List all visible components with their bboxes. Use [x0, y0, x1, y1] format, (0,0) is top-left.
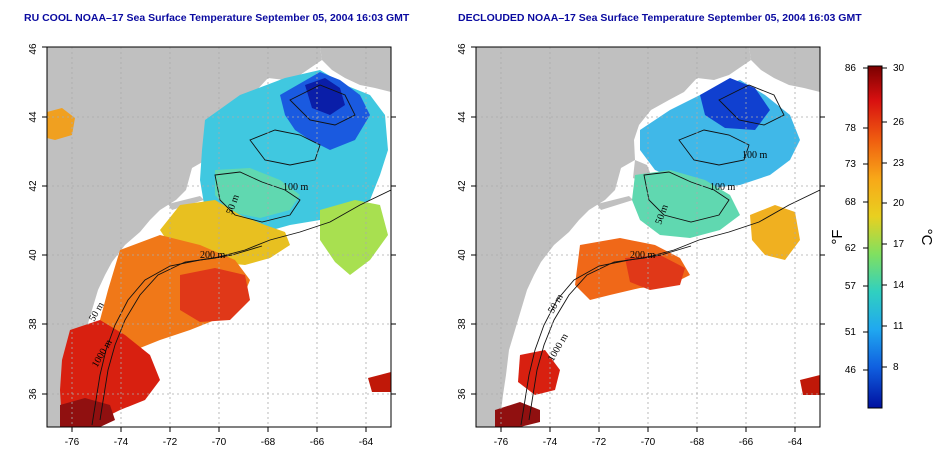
fahrenheit-tick: 57 — [845, 281, 857, 292]
celsius-unit-label: °C — [918, 229, 935, 246]
left-lon-tick: -74 — [114, 437, 129, 448]
left-lon-tick: -68 — [261, 437, 276, 448]
celsius-tick: 17 — [893, 239, 905, 250]
left-lat-tick-labels: 36 38 40 42 44 46 — [28, 43, 39, 400]
colorbar-gradient — [867, 65, 883, 409]
left-lat-tick: 42 — [28, 180, 39, 192]
right-lat-tick: 36 — [457, 388, 468, 400]
left-lon-tick: -76 — [65, 437, 80, 448]
fahrenheit-tick: 73 — [845, 159, 857, 170]
celsius-tick: 8 — [893, 362, 899, 373]
fahrenheit-tick: 62 — [845, 243, 857, 254]
right-axis-ticks — [471, 46, 825, 432]
left-sst-gulf-stream-dark — [60, 398, 115, 427]
right-lon-tick: -64 — [788, 437, 803, 448]
left-lon-tick: -64 — [359, 437, 374, 448]
right-contour-label-100m-east: 100 m — [742, 150, 768, 161]
celsius-tick-labels: 30 26 23 20 17 14 11 8 — [893, 63, 905, 373]
right-bathymetry-contours — [520, 84, 820, 426]
celsius-tick: 30 — [893, 63, 905, 74]
fahrenheit-unit-label: °F — [829, 229, 846, 244]
left-contour-label-200m: 200 m — [200, 250, 226, 261]
left-axis-ticks — [42, 46, 396, 432]
left-sst-georges-bank — [215, 168, 300, 218]
celsius-tick: 23 — [893, 158, 905, 169]
left-sst-northwest-patch — [47, 108, 75, 140]
right-lon-tick: -72 — [592, 437, 607, 448]
left-lat-tick: 46 — [28, 43, 39, 55]
left-lat-tick: 38 — [28, 318, 39, 330]
left-lon-tick: -72 — [163, 437, 178, 448]
left-bathymetry-contours — [91, 84, 391, 426]
right-land-mass — [476, 47, 751, 427]
right-lat-tick: 44 — [457, 111, 468, 123]
left-nova-scotia — [320, 47, 391, 92]
left-lat-tick: 36 — [28, 388, 39, 400]
right-sst-southern-red — [518, 350, 560, 395]
celsius-tick: 11 — [893, 321, 904, 332]
right-lat-tick: 46 — [457, 43, 468, 55]
celsius-tick: 20 — [893, 198, 905, 209]
fahrenheit-tick: 78 — [845, 123, 857, 134]
left-map-title: RU COOL NOAA–17 Sea Surface Temperature … — [24, 12, 410, 24]
right-contour-label-200m: 200 m — [630, 250, 656, 261]
right-lon-tick: -66 — [739, 437, 754, 448]
right-sst-slope-red — [625, 255, 685, 290]
right-contour-label-100m: 100 m — [710, 182, 736, 193]
fahrenheit-tick-labels: 86 78 73 68 62 57 51 46 — [845, 63, 857, 376]
left-lon-tick-labels: -76 -74 -72 -70 -68 -66 -64 — [65, 437, 374, 448]
right-sst-georges-bank — [632, 170, 740, 238]
left-sst-offshore-patch — [368, 372, 391, 392]
fahrenheit-tick: 68 — [845, 197, 857, 208]
celsius-tick: 26 — [893, 117, 905, 128]
right-gridlines — [476, 47, 820, 427]
left-lat-tick: 44 — [28, 111, 39, 123]
celsius-tick: 14 — [893, 280, 905, 291]
fahrenheit-tick: 51 — [845, 327, 857, 338]
left-lat-tick: 40 — [28, 249, 39, 261]
right-lon-tick: -70 — [641, 437, 656, 448]
right-lon-tick: -76 — [494, 437, 509, 448]
left-lon-tick: -66 — [310, 437, 325, 448]
right-lat-tick: 38 — [457, 318, 468, 330]
right-nova-scotia — [749, 47, 820, 92]
right-sst-gulf-stream-dark — [495, 402, 540, 427]
colorbar: 86 78 73 68 62 57 51 46 30 26 23 20 17 1… — [829, 63, 935, 409]
right-lat-tick-labels: 36 38 40 42 44 46 — [457, 43, 468, 400]
fahrenheit-tick: 46 — [845, 365, 857, 376]
right-map-title: DECLOUDED NOAA–17 Sea Surface Temperatur… — [458, 12, 862, 24]
right-map-panel: 100 m 100 m 50 m 200 m 50 m 1000 m -76 -… — [457, 43, 825, 448]
left-sst-slope-red — [180, 268, 250, 322]
left-sst-east-patch — [320, 200, 388, 275]
left-long-island — [168, 196, 204, 210]
right-lon-tick: -68 — [690, 437, 705, 448]
left-map-panel: 100 m 50 m 200 m 50 m 1000 m -76 -74 -72… — [28, 43, 396, 448]
left-lon-tick: -70 — [212, 437, 227, 448]
right-sst-offshore-patch — [800, 375, 820, 395]
right-sst-east-patch — [750, 205, 800, 260]
colorbar-ticks — [863, 67, 887, 371]
left-contour-label-100m: 100 m — [283, 182, 309, 193]
right-lat-tick: 40 — [457, 249, 468, 261]
right-lon-tick-labels: -76 -74 -72 -70 -68 -66 -64 — [494, 437, 803, 448]
right-lat-tick: 42 — [457, 180, 468, 192]
right-long-island — [597, 196, 633, 210]
left-gridlines — [47, 47, 391, 427]
fahrenheit-tick: 86 — [845, 63, 857, 74]
left-land-mass — [47, 47, 322, 427]
right-lon-tick: -74 — [543, 437, 558, 448]
